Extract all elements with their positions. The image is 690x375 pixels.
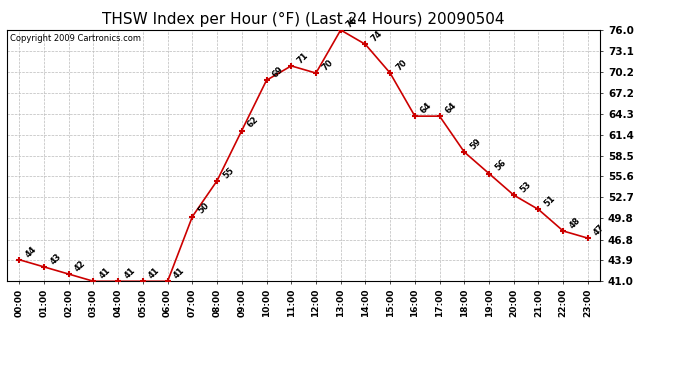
Text: 44: 44 bbox=[23, 244, 38, 259]
Text: Copyright 2009 Cartronics.com: Copyright 2009 Cartronics.com bbox=[10, 34, 141, 43]
Text: 42: 42 bbox=[73, 259, 88, 273]
Text: 70: 70 bbox=[394, 58, 408, 72]
Text: 41: 41 bbox=[147, 266, 161, 280]
Text: 76: 76 bbox=[345, 15, 359, 29]
Text: 51: 51 bbox=[542, 194, 558, 208]
Text: 41: 41 bbox=[122, 266, 137, 280]
Title: THSW Index per Hour (°F) (Last 24 Hours) 20090504: THSW Index per Hour (°F) (Last 24 Hours)… bbox=[102, 12, 505, 27]
Text: 50: 50 bbox=[197, 201, 211, 216]
Text: 74: 74 bbox=[370, 29, 384, 44]
Text: 64: 64 bbox=[444, 101, 458, 116]
Text: 48: 48 bbox=[567, 216, 582, 230]
Text: 56: 56 bbox=[493, 158, 508, 173]
Text: 64: 64 bbox=[419, 101, 434, 116]
Text: 43: 43 bbox=[48, 252, 63, 266]
Text: 70: 70 bbox=[320, 58, 335, 72]
Text: 47: 47 bbox=[592, 223, 607, 237]
Text: 71: 71 bbox=[295, 51, 310, 65]
Text: 53: 53 bbox=[518, 180, 533, 194]
Text: 62: 62 bbox=[246, 115, 261, 130]
Text: 41: 41 bbox=[172, 266, 186, 280]
Text: 69: 69 bbox=[270, 65, 285, 80]
Text: 55: 55 bbox=[221, 165, 236, 180]
Text: 41: 41 bbox=[97, 266, 112, 280]
Text: 59: 59 bbox=[469, 136, 483, 151]
